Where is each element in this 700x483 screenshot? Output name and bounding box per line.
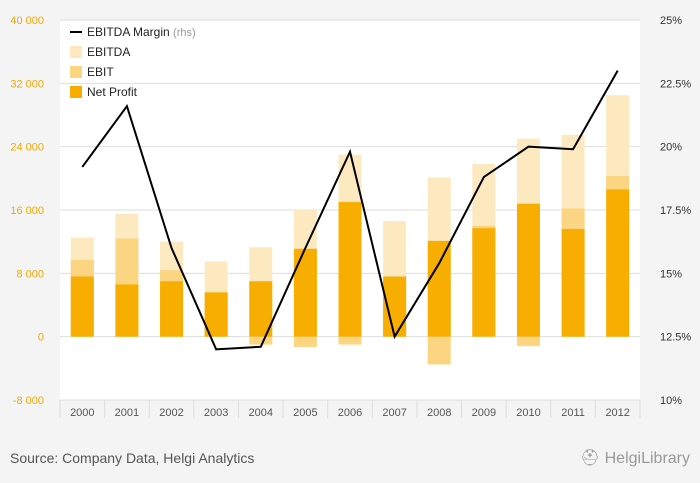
bar-net-profit [472, 228, 496, 337]
legend-label-ebitda: EBITDA [87, 45, 130, 59]
bar-net-profit [70, 276, 94, 337]
y-left-tick-label: 40 000 [10, 15, 44, 27]
footer: Source: Company Data, Helgi Analytics ⛑ … [0, 440, 700, 483]
x-tick-label: 2007 [382, 407, 406, 419]
source-text: Source: Company Data, Helgi Analytics [10, 450, 255, 466]
line-ebitda-margin [81, 70, 619, 351]
y-left-tick-label: 24 000 [10, 142, 44, 154]
bar-ebit [427, 336, 451, 365]
x-tick-label: 2006 [338, 407, 362, 419]
y-right-tick-label: 25% [660, 15, 682, 27]
bar-net-profit [204, 292, 228, 337]
y-right-tick-label: 20% [660, 142, 682, 154]
bar-net-profit [427, 240, 451, 337]
legend-swatch-net-profit [70, 86, 82, 98]
bar-net-profit [516, 203, 540, 337]
bars [70, 95, 630, 365]
x-tick-label: 2010 [516, 407, 540, 419]
bar-net-profit [338, 202, 362, 337]
y-left-tick-label: -8 000 [13, 395, 44, 407]
bar-net-profit [561, 229, 585, 337]
y-left-tick-label: 32 000 [10, 78, 44, 90]
bar-ebit [516, 336, 540, 347]
logo-text-library: Library [641, 450, 690, 467]
x-tick-label: 2009 [472, 407, 496, 419]
legend-label-suffix: (rhs) [173, 27, 196, 39]
x-tick-label: 2004 [249, 407, 273, 419]
x-tick-label: 2012 [605, 407, 629, 419]
bar-ebit [293, 336, 317, 347]
legend-swatch-ebit [70, 66, 82, 78]
y-right-tick-label: 10% [660, 395, 682, 407]
x-tick-label: 2003 [204, 407, 228, 419]
y-right-tick-label: 15% [660, 268, 682, 280]
y-left-tick-label: 16 000 [10, 205, 44, 217]
y-right-tick-label: 12.5% [660, 332, 691, 344]
x-tick-label: 2001 [115, 407, 139, 419]
x-tick-label: 2005 [293, 407, 317, 419]
legend: EBITDA Margin (rhs) EBITDA EBIT Net Profit [70, 25, 196, 99]
axes: -8 000 0 8 000 16 000 24 000 32 000 40 000 10% 1… [10, 15, 691, 419]
helgi-library-logo: ⛑ HelgiLibrary [580, 448, 690, 468]
x-tick-label: 2011 [561, 407, 585, 419]
legend-label-ebit: EBIT [87, 65, 114, 79]
x-tick-label: 2000 [70, 407, 94, 419]
logo-text-helgi: Helgi [604, 450, 642, 467]
legend-label-net-profit: Net Profit [87, 85, 138, 99]
y-left-tick-label: 0 [38, 332, 44, 344]
bar-net-profit [160, 281, 184, 337]
legend-label-ebitda-margin: EBITDA Margin (rhs) [87, 25, 196, 39]
bar-ebit [249, 336, 273, 345]
bar-net-profit [293, 248, 317, 337]
y-left-tick-label: 8 000 [16, 268, 44, 280]
y-right-tick-label: 17.5% [660, 205, 691, 217]
bar-net-profit [249, 281, 273, 337]
bar-net-profit [606, 189, 630, 337]
y-right-tick-label: 22.5% [660, 78, 691, 90]
bar-net-profit [383, 276, 407, 337]
x-tick-label: 2002 [159, 407, 183, 419]
bar-ebit [338, 336, 362, 345]
bar-net-profit [115, 284, 139, 337]
logo-icon: ⛑ [579, 450, 601, 467]
legend-swatch-ebitda [70, 46, 82, 58]
line-series [81, 70, 619, 351]
chart: -8 000 0 8 000 16 000 24 000 32 000 40 000 10% 1… [10, 15, 691, 419]
x-tick-label: 2008 [427, 407, 451, 419]
